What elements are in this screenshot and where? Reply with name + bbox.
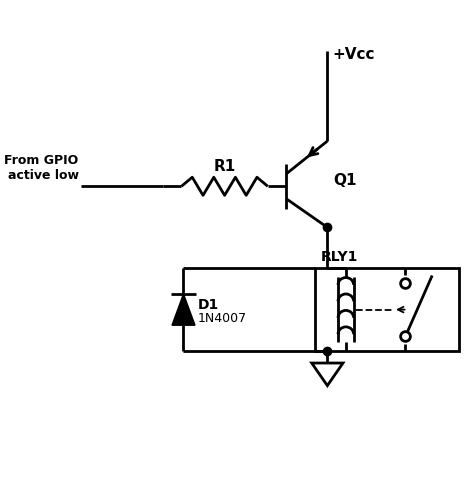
Text: Q1: Q1 <box>334 172 357 188</box>
Text: RLY1: RLY1 <box>321 250 358 264</box>
FancyBboxPatch shape <box>315 268 459 350</box>
Text: D1: D1 <box>198 298 219 312</box>
Text: +Vcc: +Vcc <box>332 46 375 62</box>
Text: 1N4007: 1N4007 <box>198 312 247 325</box>
Text: From GPIO
active low: From GPIO active low <box>4 154 79 182</box>
Polygon shape <box>172 294 195 325</box>
Text: R1: R1 <box>213 158 236 174</box>
